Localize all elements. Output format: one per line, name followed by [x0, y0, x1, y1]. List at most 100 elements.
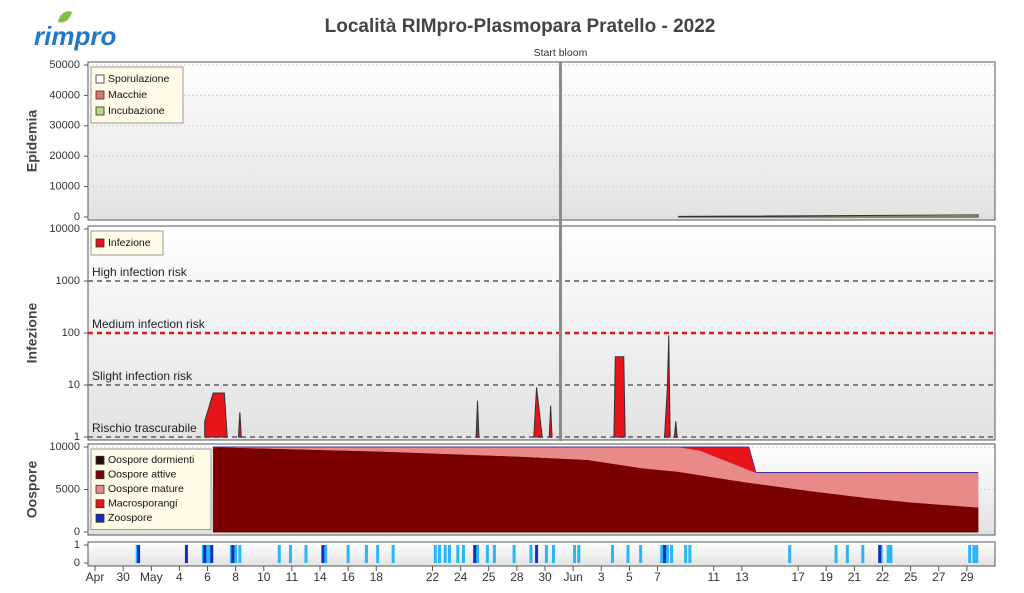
y-tick-label: 5000: [56, 483, 80, 495]
legend-swatch: [95, 499, 105, 509]
x-tick-label: 10: [257, 570, 271, 584]
bar: [473, 545, 477, 563]
y-axis-title: Oospore: [24, 461, 40, 519]
area: [678, 214, 979, 218]
reference-label: Rischio trascurabile: [92, 421, 197, 435]
bar: [304, 545, 308, 563]
bar: [551, 545, 555, 563]
bar: [968, 545, 972, 563]
y-tick-label: 10000: [49, 441, 80, 453]
bar: [447, 545, 451, 563]
x-tick-label: 7: [654, 570, 661, 584]
bar: [665, 545, 669, 563]
bar: [456, 545, 460, 563]
legend-swatch: [95, 106, 105, 116]
x-tick-label: 6: [204, 570, 211, 584]
x-tick-label: 30: [538, 570, 552, 584]
logo-leaf: [58, 11, 72, 23]
x-tick-label: 25: [904, 570, 918, 584]
y-tick-label: 0: [74, 526, 80, 538]
legend-label: Macchie: [108, 89, 147, 101]
x-tick-label: 3: [598, 570, 605, 584]
bar: [324, 545, 328, 563]
bar: [231, 545, 235, 563]
bar: [626, 545, 630, 563]
legend-label: Oospore attive: [108, 469, 176, 481]
bar: [485, 545, 489, 563]
legend-box: [90, 66, 184, 124]
bar: [663, 545, 667, 563]
x-tick-label: Apr: [86, 570, 105, 584]
reference-label: High infection risk: [92, 265, 188, 279]
bar: [529, 545, 533, 563]
y-tick-label: 10000: [49, 181, 80, 193]
bar: [886, 545, 890, 563]
bar: [376, 545, 380, 563]
x-tick-label: 27: [932, 570, 946, 584]
legend-label: Incubazione: [108, 105, 165, 117]
bar: [660, 545, 664, 563]
legend-box: [90, 448, 212, 530]
y-tick-label: 10000: [49, 223, 80, 235]
x-tick-label: Jun: [563, 570, 582, 584]
y-axis-title: Epidemia: [24, 110, 40, 172]
x-tick-label: 17: [791, 570, 805, 584]
bar: [788, 545, 792, 563]
x-tick-label: 5: [626, 570, 633, 584]
legend-label: Oospore dormienti: [108, 454, 194, 466]
bar: [573, 545, 577, 563]
x-tick-label: May: [140, 570, 163, 584]
bar: [433, 545, 437, 563]
bar: [845, 545, 849, 563]
y-tick-label: 0: [74, 211, 80, 223]
x-tick-label: 29: [960, 570, 974, 584]
bar: [391, 545, 395, 563]
bar: [137, 545, 141, 563]
bar: [210, 545, 214, 563]
bar: [544, 545, 548, 563]
bar: [535, 545, 539, 563]
logo: rimpro: [34, 21, 116, 51]
x-tick-label: 16: [341, 570, 355, 584]
bar: [461, 545, 465, 563]
legend-label: Infezione: [108, 237, 151, 249]
chart-title: Località RIMpro-Plasmopara Pratello - 20…: [325, 16, 716, 37]
x-tick-label: 4: [176, 570, 183, 584]
y-axis-title: Infezione: [24, 302, 40, 363]
x-tick-label: 18: [370, 570, 384, 584]
plot-area: [87, 61, 996, 221]
y-tick-label: 0: [74, 557, 80, 569]
bar: [834, 545, 838, 563]
bar: [975, 545, 979, 563]
bar: [512, 545, 516, 563]
bar: [684, 545, 688, 563]
bar: [611, 545, 615, 563]
bar: [670, 545, 674, 563]
x-tick-label: 25: [482, 570, 496, 584]
legend-label: Macrosporangi: [108, 498, 177, 510]
bar: [288, 545, 292, 563]
bar: [492, 545, 496, 563]
x-tick-label: 21: [848, 570, 862, 584]
y-tick-label: 20000: [49, 150, 80, 162]
x-tick-label: 24: [454, 570, 468, 584]
bar: [364, 545, 368, 563]
y-tick-label: 1: [74, 539, 80, 551]
bar: [346, 545, 350, 563]
bar: [639, 545, 643, 563]
bar: [688, 545, 692, 563]
x-tick-label: 11: [286, 570, 299, 584]
x-tick-label: 8: [232, 570, 239, 584]
bar: [234, 545, 238, 563]
bar: [238, 545, 242, 563]
y-tick-label: 50000: [49, 59, 80, 71]
reference-label: Medium infection risk: [92, 317, 206, 331]
legend-swatch: [95, 74, 105, 84]
bar: [203, 545, 207, 563]
y-tick-label: 30000: [49, 120, 80, 132]
legend-swatch: [95, 238, 105, 248]
bar: [277, 545, 281, 563]
x-tick-label: 22: [426, 570, 440, 584]
legend-swatch: [95, 455, 105, 465]
y-tick-label: 100: [62, 327, 80, 339]
